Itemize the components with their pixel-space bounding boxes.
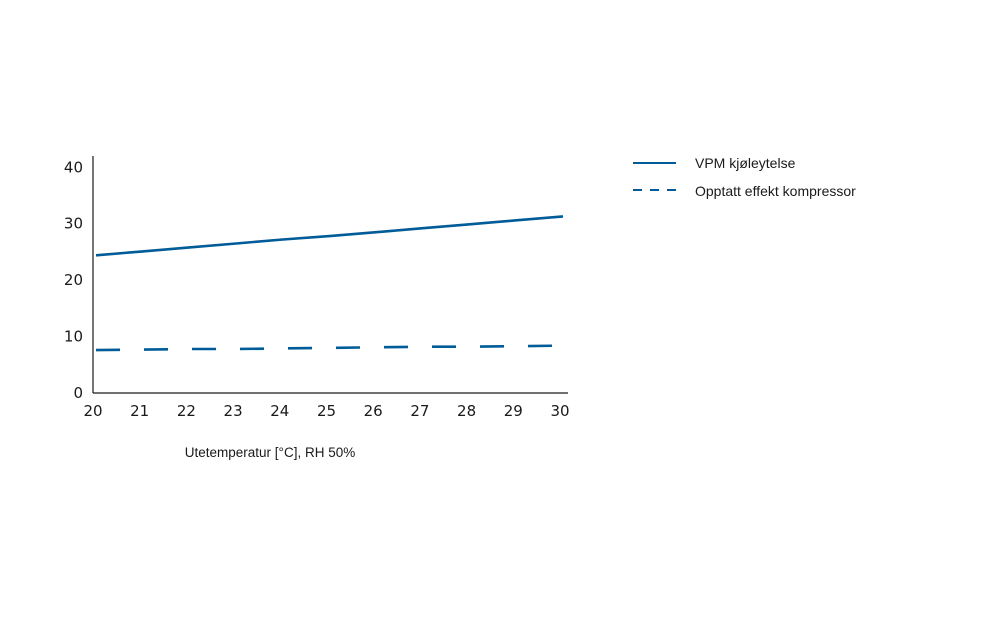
y-tick-label: 10 — [64, 328, 83, 346]
x-tick-label: 22 — [177, 402, 196, 420]
y-tick-labels: 0 10 20 30 40 — [64, 158, 83, 402]
x-tick-label: 24 — [270, 402, 289, 420]
x-tick-labels: 20 21 22 23 24 25 26 27 28 29 30 — [83, 402, 569, 420]
series-line-compressor — [95, 344, 564, 352]
x-tick-label: 23 — [224, 402, 243, 420]
x-tick-label: 20 — [83, 402, 102, 420]
series-line-cooling — [95, 215, 564, 257]
legend: VPM kjøleytelse Opptatt effekt kompresso… — [633, 155, 856, 199]
y-tick-label: 0 — [73, 384, 83, 402]
x-tick-label: 29 — [504, 402, 523, 420]
x-tick-label: 21 — [130, 402, 149, 420]
series-layer — [95, 215, 564, 352]
y-tick-label: 30 — [64, 215, 83, 233]
x-tick-label: 28 — [457, 402, 476, 420]
x-tick-label: 27 — [410, 402, 429, 420]
x-axis-title: Utetemperatur [°C], RH 50% — [185, 445, 355, 460]
y-tick-label: 20 — [64, 271, 83, 289]
legend-label-compressor: Opptatt effekt kompressor — [695, 183, 856, 199]
x-tick-label: 30 — [550, 402, 569, 420]
x-tick-label: 25 — [317, 402, 336, 420]
y-tick-label: 40 — [64, 158, 83, 176]
legend-label-cooling: VPM kjøleytelse — [695, 155, 796, 171]
x-tick-label: 26 — [364, 402, 383, 420]
